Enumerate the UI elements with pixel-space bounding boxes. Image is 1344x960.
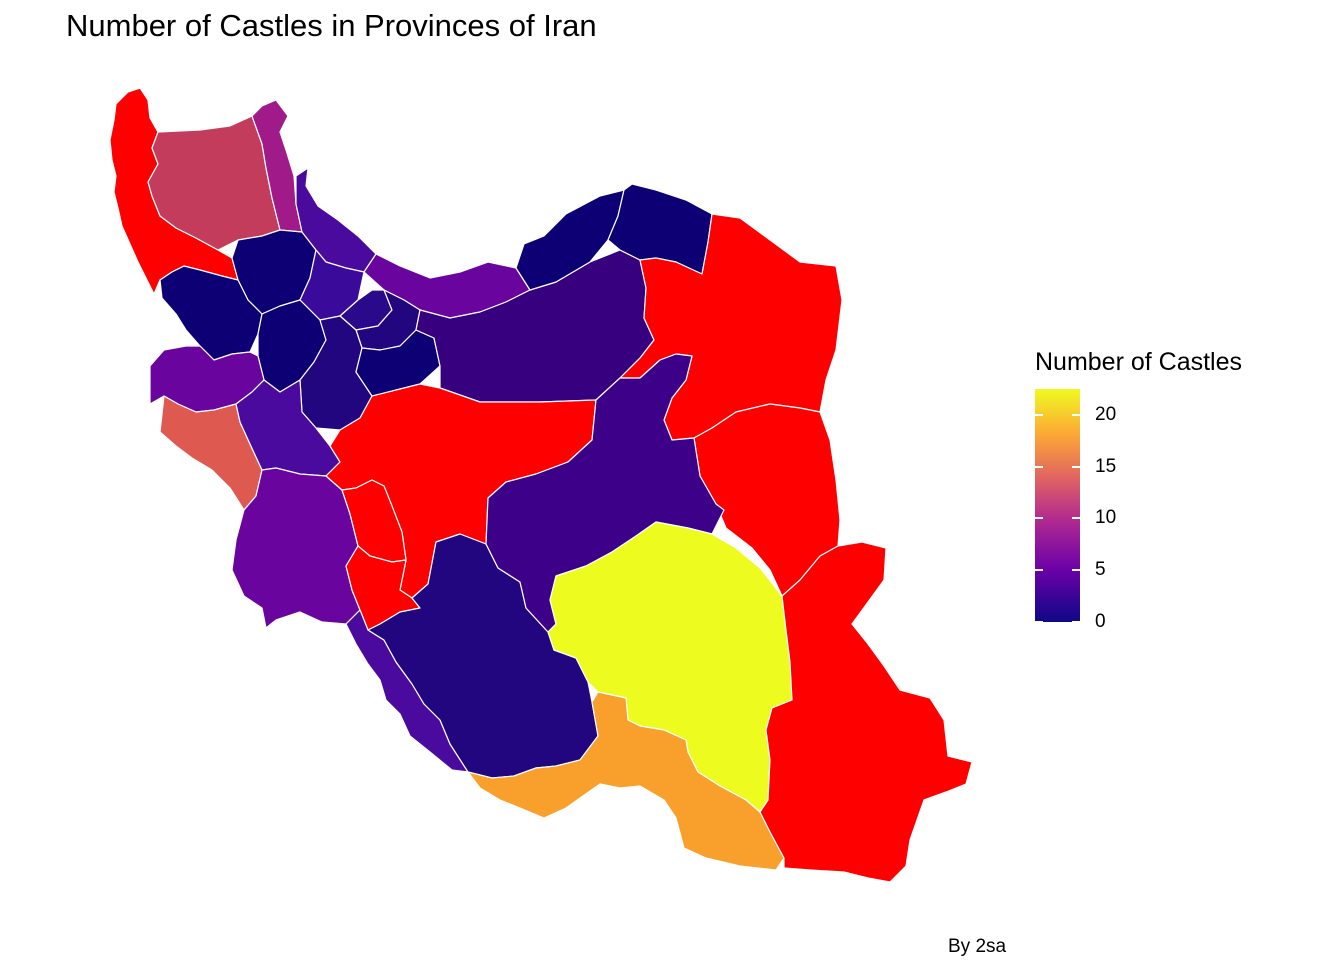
chart-title: Number of Castles in Provinces of Iran — [66, 8, 597, 43]
region-ardabil — [251, 99, 303, 233]
legend-tick-mark — [1035, 517, 1043, 520]
region-sistan-baluchestan — [759, 541, 973, 883]
legend-tick-mark — [1072, 413, 1080, 416]
region-qom — [355, 329, 441, 399]
legend-tick-mark — [1035, 465, 1043, 468]
credit-text: By 2sa — [948, 936, 1007, 957]
legend-tick-label: 0 — [1095, 611, 1106, 632]
legend-tick-mark — [1035, 413, 1043, 416]
legend-tick-mark — [1072, 621, 1080, 623]
legend-tick-label: 5 — [1095, 559, 1106, 581]
legend-color-bar — [1035, 389, 1080, 622]
legend-tick-mark — [1035, 621, 1043, 623]
legend-tick-label: 20 — [1095, 403, 1117, 425]
legend-tick-label: 10 — [1095, 507, 1117, 529]
region-chaharmahal — [341, 479, 407, 563]
legend-tick-mark — [1035, 569, 1043, 572]
legend-title: Number of Castles — [1035, 348, 1243, 376]
legend-tick-mark — [1072, 465, 1080, 468]
legend-tick-label: 15 — [1095, 455, 1117, 477]
legend-tick-mark — [1072, 569, 1080, 572]
legend-tick-mark — [1072, 517, 1080, 520]
